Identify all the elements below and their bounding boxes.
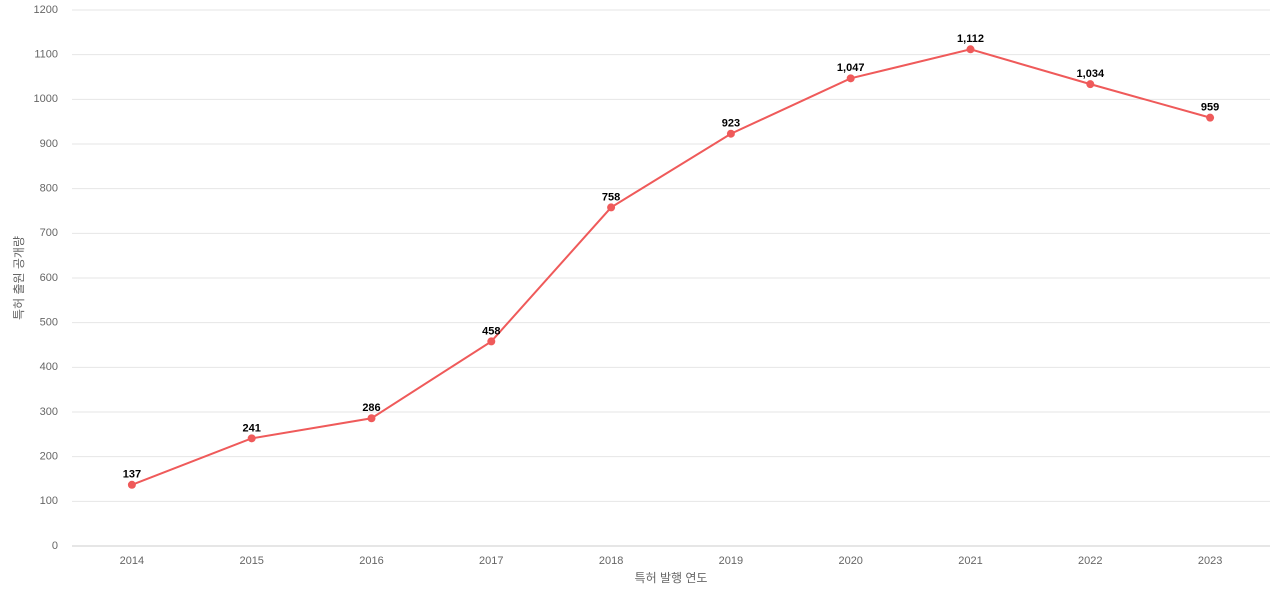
data-label: 286 [362,402,380,414]
point [846,74,855,83]
point [127,480,136,489]
point [1086,80,1095,89]
y-tick-label: 1200 [34,4,58,16]
y-tick-label: 600 [40,272,58,284]
y-tick-label: 900 [40,138,58,150]
data-label: 1,112 [957,33,984,45]
x-tick-label: 2016 [359,555,383,567]
y-tick-label: 700 [40,227,58,239]
y-tick-label: 1100 [34,49,58,61]
point [607,203,616,212]
y-tick-label: 500 [40,317,58,329]
point [966,45,975,54]
y-tick-label: 100 [40,495,58,507]
y-tick-label: 1000 [34,93,58,105]
y-tick-label: 400 [40,361,58,373]
x-tick-label: 2023 [1198,555,1222,567]
x-axis-title: 특허 발행 연도 [635,570,708,585]
point [487,337,496,346]
x-tick-label: 2020 [838,555,862,567]
data-label: 137 [123,469,141,481]
line [131,48,1211,486]
y-tick-label: 0 [52,540,58,552]
x-tick-label: 2021 [958,555,982,567]
y-tick-label: 200 [40,451,58,463]
point [1206,113,1215,122]
y-tick-label: 300 [40,406,58,418]
data-label: 241 [243,422,261,434]
x-tick-label: 2019 [719,555,743,567]
y-axis-title: 특허 출원 공개량 [12,236,26,320]
data-label: 458 [482,325,500,337]
point [367,414,376,423]
y-tick-label: 800 [40,183,58,195]
x-tick-label: 2014 [120,555,144,567]
point [726,129,735,138]
x-tick-label: 2015 [239,555,263,567]
data-label: 1,034 [1077,68,1105,80]
data-label: 758 [602,191,620,203]
data-label: 959 [1201,102,1219,114]
data-label: 1,047 [837,62,865,74]
point [247,434,256,443]
x-tick-label: 2018 [599,555,623,567]
x-tick-label: 2022 [1078,555,1102,567]
data-label: 923 [722,118,740,130]
x-tick-label: 2017 [479,555,503,567]
